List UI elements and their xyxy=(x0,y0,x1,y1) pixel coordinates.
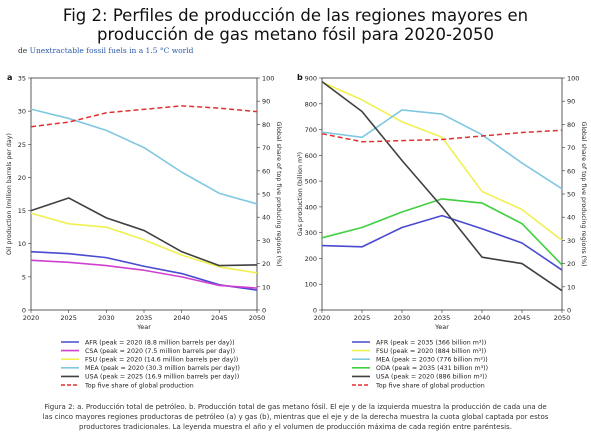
panel-a-ytick-label: 15 xyxy=(18,207,26,215)
panel-b-xtick-label: 2025 xyxy=(354,314,371,322)
panel-a-legend-entry: Top five share of global production xyxy=(84,382,194,389)
panel-b-ytick-label: 0 xyxy=(313,307,317,315)
figure-title: Fig 2: Perfiles de producción de las reg… xyxy=(0,6,591,44)
panel-b-series-line-5 xyxy=(321,80,563,292)
panel-a-legend-entry: MEA (peak = 2020 (30.3 million barrels p… xyxy=(85,365,240,372)
panel-b-ylabel-right: Global share of top five producing regio… xyxy=(580,121,587,266)
panel-a-legend-entry: FSU (peak = 2020 (14.6 million barrels p… xyxy=(85,357,238,364)
panel-b-ytick-label: 500 xyxy=(305,178,317,186)
panel-a-xtick-label: 2020 xyxy=(23,314,40,322)
panel-b-ytick-label: 700 xyxy=(305,126,317,134)
panel-a-ytick-label: 35 xyxy=(18,75,26,83)
panel-b-ytick-label: 400 xyxy=(305,203,317,211)
panel-a-ytick-right-label: 80 xyxy=(262,121,270,129)
panel-b-ytick-right-label: 50 xyxy=(567,191,575,199)
panel-b-share-line xyxy=(321,129,563,143)
panel-a-xtick-label: 2045 xyxy=(211,314,228,322)
source-prefix: de xyxy=(18,46,28,55)
panel-a-ytick-right-label: 10 xyxy=(262,283,270,291)
source-line: de Unextractable fossil fuels in a 1.5 °… xyxy=(18,46,193,55)
panel-b-xtick-label: 2030 xyxy=(394,314,411,322)
panel-b-legend-entry: AFR (peak = 2035 (366 billion m³)) xyxy=(376,339,486,346)
panel-a-ylabel-right: Global share of top five producing regio… xyxy=(275,121,282,266)
panel-b-ytick-right-label: 30 xyxy=(567,237,575,245)
panel-b-legend-entry: FSU (peak = 2020 (884 billion m³)) xyxy=(376,348,486,355)
panel-a-ytick-label: 20 xyxy=(18,174,26,182)
panel-b-ytick-right-label: 60 xyxy=(567,167,575,175)
panel-a-series-line-5 xyxy=(30,197,258,267)
panel-b-ytick-label: 600 xyxy=(305,152,317,160)
panel-b-series-line-1 xyxy=(321,214,563,271)
panel-a-ytick-label: 5 xyxy=(22,273,26,281)
panel-b-ytick-right-label: 40 xyxy=(567,214,575,222)
panel-a-ytick-right-label: 60 xyxy=(262,167,270,175)
panel-b-xtick-label: 2045 xyxy=(514,314,531,322)
caption-line-2: las cinco mayores regiones productoras d… xyxy=(42,413,549,421)
panel-a-xlabel: Year xyxy=(136,323,151,331)
panel-a-legend-entry: CSA (peak = 2020 (7.5 million barrels pe… xyxy=(85,348,235,355)
panel-a-legend-entry: USA (peak = 2025 (16.9 million barrels p… xyxy=(85,374,239,381)
figure-caption: Figura 2: a. Producción total de petróle… xyxy=(8,402,583,432)
panel-a-label: a xyxy=(7,73,12,82)
panel-a-ytick-label: 10 xyxy=(18,240,26,248)
panel-a-xtick-label: 2050 xyxy=(249,314,266,322)
panel-b-ytick-right-label: 70 xyxy=(567,144,575,152)
panel-b-xtick-label: 2035 xyxy=(434,314,451,322)
panel-a-ylabel: Oil production (million barrels per day) xyxy=(6,133,13,255)
panel-b-legend-entry: Top five share of global production xyxy=(375,382,485,389)
panel-b-ytick-right-label: 0 xyxy=(567,307,571,315)
panel-a-ytick-right-label: 30 xyxy=(262,237,270,245)
panel-b-ytick-right-label: 100 xyxy=(567,75,579,83)
panel-b-xlabel: Year xyxy=(434,323,449,331)
panel-a-ytick-label: 30 xyxy=(18,108,26,116)
figure-title-line-2: producción de gas metano fósil para 2020… xyxy=(97,25,494,44)
panel-b-series-line-4 xyxy=(321,198,563,266)
panel-b-ytick-right-label: 90 xyxy=(567,98,575,106)
panel-a-xtick-label: 2025 xyxy=(60,314,77,322)
panel-b-label: b xyxy=(297,73,303,82)
panel-b-ytick-right-label: 20 xyxy=(567,260,575,268)
panel-a-series-line-3 xyxy=(30,212,258,274)
panel-a-ytick-label: 0 xyxy=(22,307,26,315)
panel-b-ytick-label: 300 xyxy=(305,229,317,237)
panel-a-ytick-right-label: 50 xyxy=(262,191,270,199)
panel-a-xtick-label: 2040 xyxy=(173,314,190,322)
chart-area: a051015202530350102030405060708090100202… xyxy=(6,73,587,389)
panel-a-ytick-right-label: 70 xyxy=(262,144,270,152)
panel-a-share-line xyxy=(30,105,258,128)
panel-a-legend-entry: AFR (peak = 2020 (8.8 million barrels pe… xyxy=(85,339,235,346)
panel-b-legend-entry: USA (peak = 2020 (886 billion m³)) xyxy=(376,374,487,381)
panel-a-series-line-2 xyxy=(30,259,258,289)
panel-a-ytick-right-label: 90 xyxy=(262,98,270,106)
panel-b-ytick-label: 200 xyxy=(305,255,317,263)
panel-a-xtick-label: 2030 xyxy=(98,314,115,322)
panel-b-ytick-right-label: 10 xyxy=(567,283,575,291)
source-link[interactable]: Unextractable fossil fuels in a 1.5 °C w… xyxy=(29,46,194,55)
panel-a-ytick-right-label: 40 xyxy=(262,214,270,222)
panel-b-xtick-label: 2040 xyxy=(474,314,491,322)
panel-b-xtick-label: 2050 xyxy=(554,314,571,322)
panel-b-ytick-label: 100 xyxy=(305,281,317,289)
figure-title-line-1: Fig 2: Perfiles de producción de las reg… xyxy=(62,6,529,25)
panel-a-ytick-label: 25 xyxy=(18,141,26,149)
panel-b-ytick-label: 900 xyxy=(305,75,317,83)
panel-b-legend-entry: ODA (peak = 2035 (431 billion m³)) xyxy=(376,365,488,372)
panel-a-ytick-right-label: 20 xyxy=(262,260,270,268)
panel-b-ytick-right-label: 80 xyxy=(567,121,575,129)
panel-b-legend-entry: MEA (peak = 2030 (776 billion m³)) xyxy=(376,357,488,364)
caption-line-3: productores tradicionales. La leyenda mu… xyxy=(79,423,512,431)
panel-b-xtick-label: 2020 xyxy=(314,314,331,322)
panel-a-xtick-label: 2035 xyxy=(136,314,153,322)
panel-b-ylabel: Gas production (billion m³) xyxy=(297,152,304,236)
panel-b-series-line-2 xyxy=(321,81,563,242)
panel-b-plot-frame xyxy=(321,77,563,311)
panel-a-series-line-4 xyxy=(30,108,258,205)
caption-line-1: Figura 2: a. Producción total de petróle… xyxy=(44,403,547,411)
panel-b-series-line-3 xyxy=(321,109,563,190)
panel-a-ytick-right-label: 100 xyxy=(262,75,274,83)
panel-a-ytick-right-label: 0 xyxy=(262,307,266,315)
panel-b-ytick-label: 800 xyxy=(305,100,317,108)
